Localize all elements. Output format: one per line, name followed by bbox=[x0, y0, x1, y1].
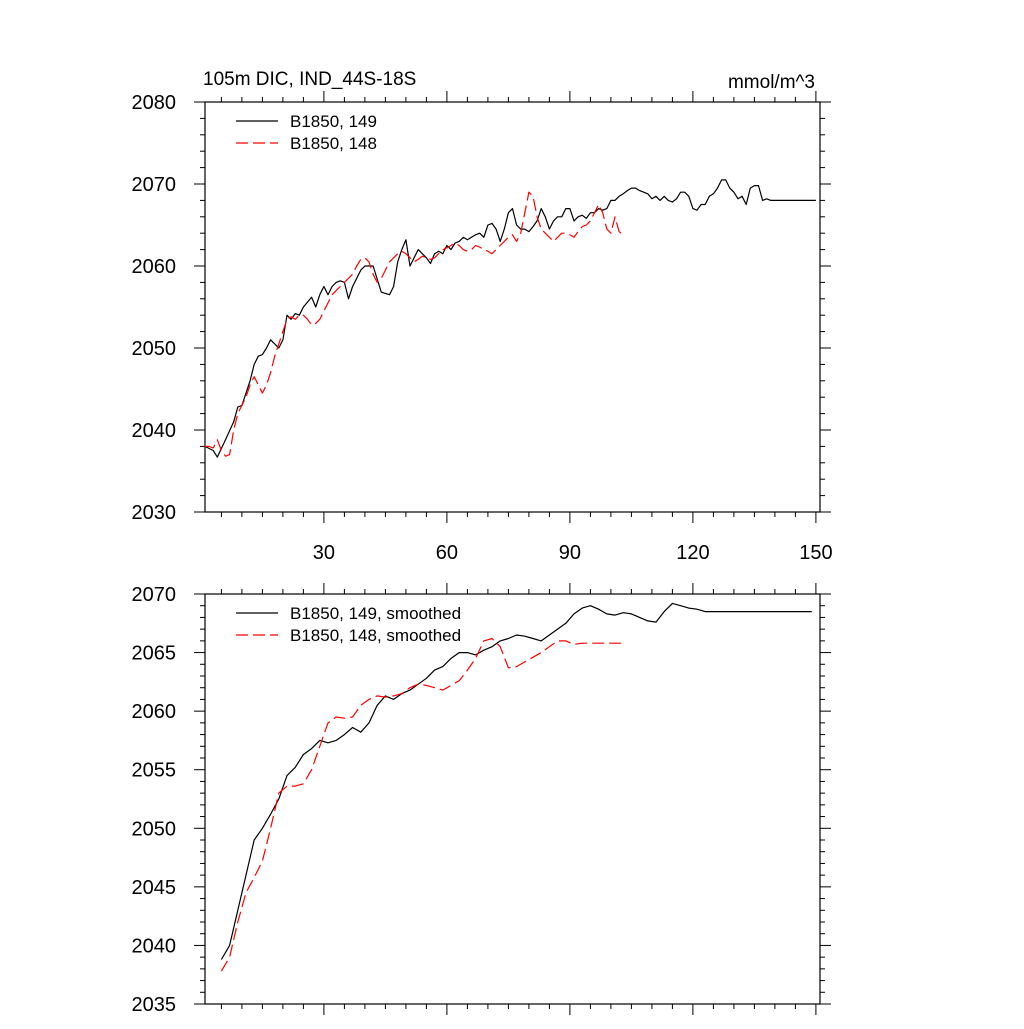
plot-frame bbox=[204, 593, 821, 1005]
y-tick-label: 2070 bbox=[132, 174, 177, 196]
legend-label: B1850, 148 bbox=[290, 134, 377, 153]
y-tick-label: 2050 bbox=[132, 818, 177, 840]
x-axis bbox=[220, 583, 817, 1015]
y-tick-label: 2050 bbox=[132, 338, 177, 360]
series-line-1 bbox=[220, 602, 812, 960]
y-tick-label: 2040 bbox=[132, 935, 177, 957]
y-tick-label: 2065 bbox=[132, 643, 177, 665]
legend: B1850, 149, smoothed B1850, 148, smoothed bbox=[236, 604, 461, 645]
y-tick-label: 2035 bbox=[132, 994, 177, 1016]
y-tick-label: 2040 bbox=[132, 420, 177, 442]
y-tick-label: 2070 bbox=[132, 584, 177, 606]
legend: B1850, 149 B1850, 148 bbox=[236, 112, 377, 153]
y-tick-label: 2080 bbox=[132, 92, 177, 114]
series-line-2 bbox=[220, 637, 624, 972]
legend-label: B1850, 148, smoothed bbox=[290, 626, 461, 645]
x-tick-label: 60 bbox=[436, 542, 458, 564]
chart-title: 105m DIC, IND_44S-18S bbox=[203, 69, 416, 90]
y-tick-label: 2060 bbox=[132, 701, 177, 723]
x-tick-label: 90 bbox=[559, 542, 581, 564]
y-tick-label: 2055 bbox=[132, 760, 177, 782]
y-axis: 2035 2040 2045 2050 2055 2060 2065 2070 bbox=[132, 584, 831, 1016]
panel-2: 2035 2040 2045 2050 2055 2060 2065 2070 B1850, 1… bbox=[132, 583, 831, 1016]
y-axis: 2030 2040 2050 2060 2070 2080 bbox=[132, 92, 831, 524]
y-tick-label: 2030 bbox=[132, 502, 177, 524]
x-tick-label: 120 bbox=[676, 542, 709, 564]
units-label: mmol/m^3 bbox=[728, 72, 815, 93]
plot-frame bbox=[204, 101, 821, 513]
legend-label: B1850, 149 bbox=[290, 112, 377, 131]
x-axis: 30 60 90 120 150 bbox=[220, 91, 833, 564]
y-tick-label: 2045 bbox=[132, 877, 177, 899]
panel-1: 30 60 90 120 150 2030 2040 2050 2060 2070 2080 105m… bbox=[132, 69, 833, 564]
legend-label: B1850, 149, smoothed bbox=[290, 604, 461, 623]
x-tick-label: 30 bbox=[313, 542, 335, 564]
series-line-2 bbox=[205, 191, 624, 457]
y-tick-label: 2060 bbox=[132, 256, 177, 278]
x-tick-label: 150 bbox=[799, 542, 832, 564]
series-line-1 bbox=[204, 179, 816, 458]
